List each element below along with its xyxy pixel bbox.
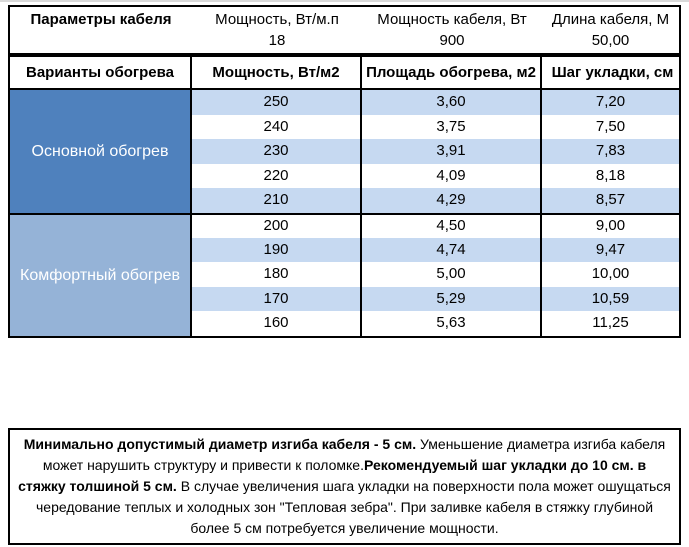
- note-run-bold: Рекомендуемый шаг укладки до 10 см. в ст…: [18, 457, 647, 494]
- table-row: 210 4,29 8,57: [192, 188, 679, 213]
- data-rows: 250 3,60 7,20 240 3,75 7,50 230 3,91 7,83 220 4,09…: [192, 90, 679, 336]
- cell-laying-step: 11,25: [592, 314, 629, 332]
- cable-calculator-table: Параметры кабеля Мощность, Вт/м.п 18 Мощ…: [8, 5, 681, 338]
- cable-length-label: Длина кабеля, М: [551, 11, 670, 28]
- header-heating-variants: Варианты обогрева: [10, 57, 192, 88]
- table-row: 190 4,74 9,47: [192, 237, 679, 263]
- note-text: Минимально допустимый диаметр изгиба каб…: [18, 436, 671, 536]
- cell-laying-step: 8,18: [595, 166, 626, 184]
- cable-power-per-meter-value: 18: [268, 32, 286, 49]
- data-area: Основной обогрев Комфортный обогрев 250 3,…: [8, 90, 681, 338]
- cell-power-per-m2: 210: [192, 188, 362, 213]
- cell-power-per-m2: 190: [192, 237, 362, 263]
- cable-power-per-meter-cell: Мощность, Вт/м.п 18: [192, 9, 362, 53]
- table-row: 250 3,60 7,20: [192, 90, 679, 115]
- cell-laying-step: 9,00: [595, 216, 626, 234]
- table-row: 180 5,00 10,00: [192, 262, 679, 287]
- cell-laying-step: 10,59: [591, 289, 630, 307]
- cell-laying-step: 10,00: [591, 265, 630, 283]
- note-run: Уменьшение диаметра изгиба кабеля может …: [42, 436, 666, 473]
- cell-power-per-m2: 240: [192, 114, 362, 140]
- cell-heating-area: 4,74: [362, 237, 542, 263]
- cell-power-per-m2: 220: [192, 163, 362, 189]
- table-row: 160 5,63 11,25: [192, 311, 679, 336]
- cell-heating-area: 5,63: [362, 311, 542, 336]
- cell-laying-step: 7,20: [595, 93, 626, 110]
- cable-length-cell: Длина кабеля, М 50,00: [542, 9, 679, 53]
- group-label: Основной обогрев: [10, 90, 190, 213]
- cell-heating-area: 4,09: [362, 163, 542, 189]
- table-row: 170 5,29 10,59: [192, 286, 679, 312]
- note-box: Минимально допустимый диаметр изгиба каб…: [8, 428, 681, 545]
- params-title: Параметры кабеля: [30, 11, 172, 28]
- cell-power-per-m2: 230: [192, 139, 362, 164]
- params-header-row: Параметры кабеля Мощность, Вт/м.п 18 Мощ…: [8, 5, 681, 55]
- cell-laying-step: 9,47: [595, 240, 626, 258]
- cable-power-cell: Мощность кабеля, Вт 900: [362, 9, 542, 53]
- group-column: Основной обогрев Комфортный обогрев: [10, 90, 192, 336]
- table-row: 240 3,75 7,50: [192, 114, 679, 140]
- cell-laying-step: 8,57: [595, 191, 626, 209]
- cell-laying-step: 7,50: [595, 117, 626, 135]
- header-power-per-m2: Мощность, Вт/м2: [192, 57, 362, 88]
- cell-power-per-m2: 180: [192, 262, 362, 287]
- cable-power-label: Мощность кабеля, Вт: [377, 11, 527, 28]
- group-label: Комфортный обогрев: [10, 213, 190, 336]
- table-row: 200 4,50 9,00: [192, 212, 679, 238]
- sheet-gridline: [0, 0, 689, 2]
- note-run: В случае увеличения шага укладки на пове…: [35, 478, 671, 536]
- table-row: 220 4,09 8,18: [192, 163, 679, 189]
- cell-power-per-m2: 170: [192, 286, 362, 312]
- cell-power-per-m2: 200: [192, 214, 362, 238]
- cell-heating-area: 3,91: [362, 139, 542, 164]
- cable-length-value: 50,00: [591, 32, 630, 49]
- cable-power-per-meter-label: Мощность, Вт/м.п: [215, 11, 339, 28]
- cell-heating-area: 5,29: [362, 286, 542, 312]
- cell-laying-step: 7,83: [595, 142, 626, 160]
- cable-power-value: 900: [439, 32, 465, 49]
- header-laying-step: Шаг укладки, см: [551, 64, 674, 81]
- column-headers-row: Варианты обогрева Мощность, Вт/м2 Площад…: [8, 55, 681, 90]
- cell-heating-area: 5,00: [362, 262, 542, 287]
- cell-heating-area: 4,50: [362, 214, 542, 238]
- table-row: 230 3,91 7,83: [192, 139, 679, 164]
- cell-heating-area: 3,60: [362, 90, 542, 115]
- cell-heating-area: 3,75: [362, 114, 542, 140]
- params-title-cell: Параметры кабеля: [10, 9, 192, 53]
- note-run-bold: Минимально допустимый диаметр изгиба каб…: [23, 436, 421, 452]
- cell-power-per-m2: 160: [192, 311, 362, 336]
- cell-heating-area: 4,29: [362, 188, 542, 213]
- cell-power-per-m2: 250: [192, 90, 362, 115]
- header-heating-area: Площадь обогрева, м2: [362, 57, 542, 88]
